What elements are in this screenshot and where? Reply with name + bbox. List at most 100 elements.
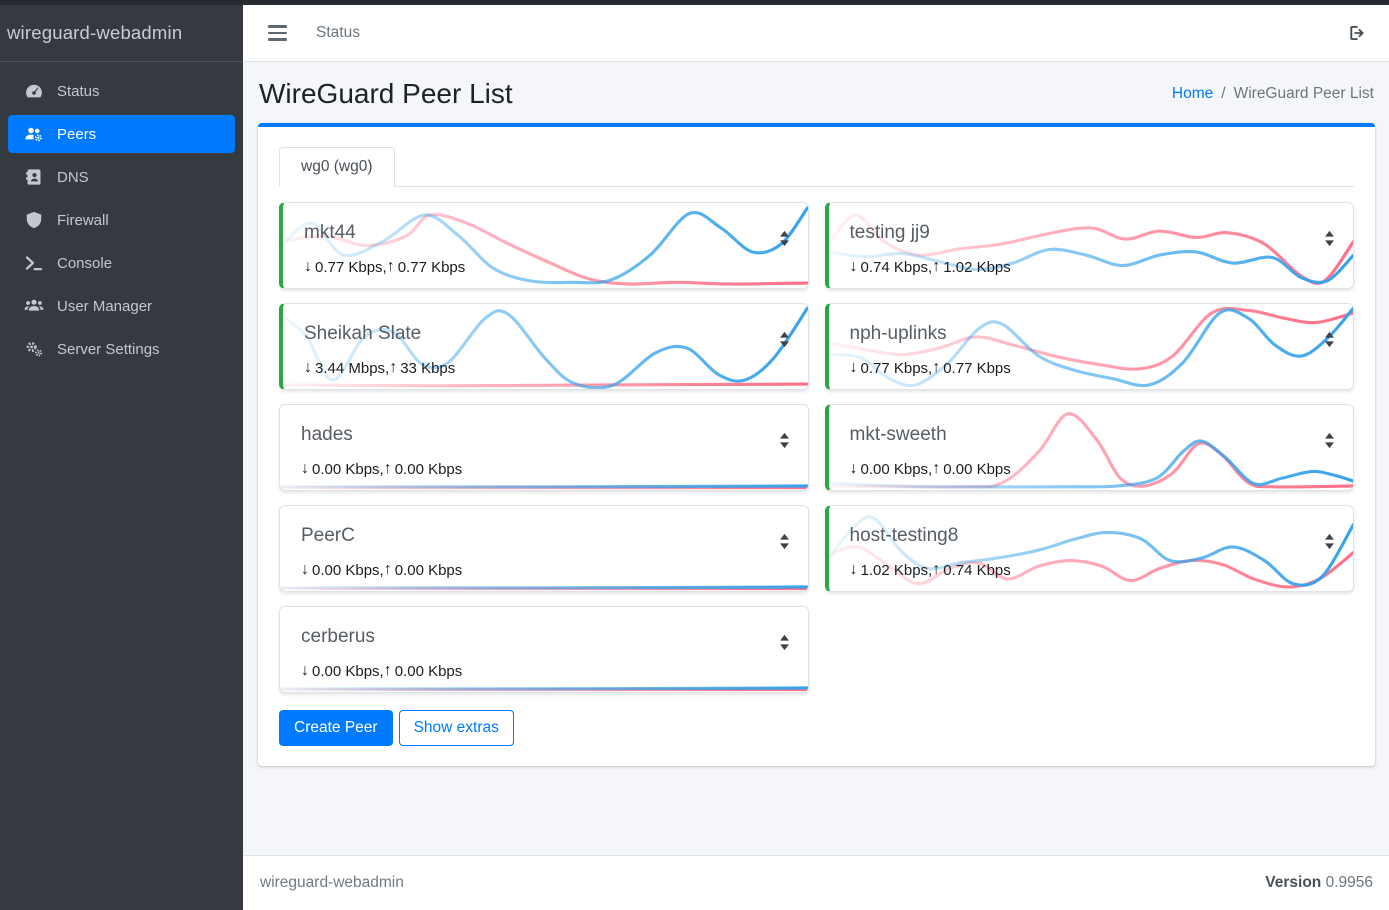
sidebar-item-label: DNS (57, 168, 89, 186)
peer-name: mkt-sweeth (849, 424, 947, 445)
peer-speeds: ↓ 0.00 Kbps, ↑ 0.00 Kbps (301, 662, 462, 680)
download-speed: 0.77 Kbps, (315, 258, 387, 276)
download-arrow-icon: ↓ (304, 258, 312, 275)
sidebar-item-status[interactable]: Status (8, 72, 235, 110)
peer-speeds: ↓ 0.00 Kbps, ↑ 0.00 Kbps (850, 460, 1011, 478)
sort-icon[interactable] (1324, 230, 1335, 247)
peer-name: testing jj9 (849, 222, 930, 243)
peer-grid: mkt44 ↓ 0.77 Kbps, ↑ 0.77 Kbps Sheikah Slate… (279, 202, 1354, 693)
traffic-sparkline (828, 306, 1353, 388)
download-speed: 0.77 Kbps, (860, 359, 933, 377)
download-arrow-icon: ↓ (849, 258, 858, 275)
peer-speeds: ↓ 0.77 Kbps, ↑ 0.77 Kbps (304, 258, 465, 276)
navbar-status-link[interactable]: Status (316, 24, 360, 41)
footer-brand: wireguard-webadmin (260, 874, 404, 891)
top-navbar: Status (243, 0, 1389, 62)
download-speed: 1.02 Kbps, (860, 561, 933, 579)
sort-icon[interactable] (779, 634, 790, 651)
version-value: 0.9956 (1325, 874, 1373, 891)
content-area: WireGuard Peer List Home / WireGuard Pee… (243, 62, 1389, 855)
download-speed: 3.44 Mbps, (315, 359, 390, 377)
upload-speed: 0.74 Kbps (943, 561, 1011, 579)
peer-card-peerc[interactable]: PeerC ↓ 0.00 Kbps, ↑ 0.00 Kbps (279, 505, 809, 592)
traffic-sparkline (283, 306, 808, 389)
sidebar-item-console[interactable]: Console (8, 244, 235, 282)
sort-icon[interactable] (779, 432, 790, 449)
download-speed: 0.74 Kbps, (860, 258, 933, 276)
sidebar-item-dns[interactable]: DNS (8, 158, 235, 196)
upload-speed: 0.00 Kbps (394, 561, 463, 579)
traffic-sparkline (828, 213, 1353, 285)
sidebar-item-user-manager[interactable]: User Manager (8, 287, 235, 325)
show-extras-button[interactable]: Show extras (398, 710, 514, 747)
peer-card-mkt-sweeth[interactable]: mkt-sweeth ↓ 0.00 Kbps, ↑ 0.00 Kbps (824, 404, 1354, 491)
peer-name: host-testing8 (849, 525, 959, 546)
upload-speed: 0.00 Kbps (394, 460, 463, 478)
sort-icon[interactable] (1324, 331, 1335, 348)
upload-arrow-icon: ↑ (383, 561, 392, 578)
peer-speeds: ↓ 1.02 Kbps, ↑ 0.74 Kbps (850, 561, 1011, 579)
download-arrow-icon: ↓ (304, 359, 312, 376)
upload-speed: 1.02 Kbps (943, 258, 1011, 276)
upload-speed: 0.77 Kbps (943, 359, 1011, 377)
brand[interactable]: wireguard-webadmin (0, 0, 243, 62)
upload-speed: 0.00 Kbps (394, 662, 463, 680)
tab-wg0[interactable]: wg0 (wg0) (279, 147, 395, 187)
sidebar-item-firewall[interactable]: Firewall (8, 201, 235, 239)
sort-icon[interactable] (1324, 533, 1335, 550)
peer-speeds: ↓ 3.44 Mbps, ↑ 33 Kbps (304, 359, 455, 377)
breadcrumb-separator: / (1221, 85, 1226, 102)
create-peer-button[interactable]: Create Peer (279, 710, 393, 747)
upload-arrow-icon: ↑ (932, 460, 941, 477)
traffic-sparkline (828, 412, 1353, 489)
download-speed: 0.00 Kbps, (860, 460, 933, 478)
sidebar-item-server-settings[interactable]: Server Settings (8, 330, 235, 368)
sidebar-menu: Status Peers DNS Firewall Console User Manage… (0, 62, 243, 383)
window-top-strip (0, 0, 1389, 5)
peer-card-sheikah-slate[interactable]: Sheikah Slate ↓ 3.44 Mbps, ↑ 33 Kbps (279, 303, 809, 390)
traffic-sparkline (283, 206, 808, 286)
peer-card-host-testing8[interactable]: host-testing8 ↓ 1.02 Kbps, ↑ 0.74 Kbps (824, 505, 1354, 592)
sidebar-item-label: User Manager (57, 297, 153, 315)
breadcrumb-home-link[interactable]: Home (1171, 85, 1214, 102)
peer-card-testing-jj9[interactable]: testing jj9 ↓ 0.74 Kbps, ↑ 1.02 Kbps (824, 202, 1354, 289)
download-arrow-icon: ↓ (849, 359, 858, 376)
upload-arrow-icon: ↑ (932, 258, 941, 275)
sidebar-item-label: Firewall (57, 211, 109, 229)
interface-tabs: wg0 (wg0) (279, 147, 1354, 187)
sidebar: wireguard-webadmin Status Peers DNS Firewal… (0, 0, 243, 910)
peer-card-cerberus[interactable]: cerberus ↓ 0.00 Kbps, ↑ 0.00 Kbps (279, 606, 809, 693)
content-header: WireGuard Peer List Home / WireGuard Pee… (259, 78, 1374, 110)
sort-icon[interactable] (779, 331, 790, 348)
sidebar-item-peers[interactable]: Peers (8, 115, 235, 153)
traffic-sparkline (828, 515, 1353, 589)
traffic-sparkline (280, 686, 808, 692)
users-icon (24, 296, 44, 316)
peer-card-mkt44[interactable]: mkt44 ↓ 0.77 Kbps, ↑ 0.77 Kbps (279, 202, 809, 289)
sidebar-item-label: Console (57, 254, 113, 272)
peer-column-right: testing jj9 ↓ 0.74 Kbps, ↑ 1.02 Kbps nph-upl… (824, 202, 1354, 693)
sort-icon[interactable] (779, 230, 790, 247)
terminal-icon (24, 253, 44, 273)
hamburger-icon[interactable] (266, 21, 289, 45)
download-speed: 0.00 Kbps, (312, 460, 384, 478)
page-title: WireGuard Peer List (259, 78, 513, 109)
peer-speeds: ↓ 0.74 Kbps, ↑ 1.02 Kbps (850, 258, 1011, 276)
upload-arrow-icon: ↑ (932, 561, 941, 578)
upload-arrow-icon: ↑ (386, 258, 395, 275)
breadcrumb-current: WireGuard Peer List (1233, 85, 1374, 102)
sign-out-icon[interactable] (1347, 23, 1367, 43)
download-arrow-icon: ↓ (301, 460, 309, 477)
sidebar-item-label: Server Settings (57, 340, 160, 358)
download-arrow-icon: ↓ (301, 662, 309, 679)
upload-arrow-icon: ↑ (383, 662, 392, 679)
footer-version: Version 0.9956 (1265, 874, 1373, 892)
peer-name: Sheikah Slate (304, 323, 422, 344)
peer-card-hades[interactable]: hades ↓ 0.00 Kbps, ↑ 0.00 Kbps (279, 404, 809, 491)
sort-icon[interactable] (779, 533, 790, 550)
sidebar-item-label: Peers (57, 125, 97, 143)
peer-card-nph-uplinks[interactable]: nph-uplinks ↓ 0.77 Kbps, ↑ 0.77 Kbps (824, 303, 1354, 390)
sort-icon[interactable] (1324, 432, 1335, 449)
upload-speed: 0.00 Kbps (943, 460, 1011, 478)
